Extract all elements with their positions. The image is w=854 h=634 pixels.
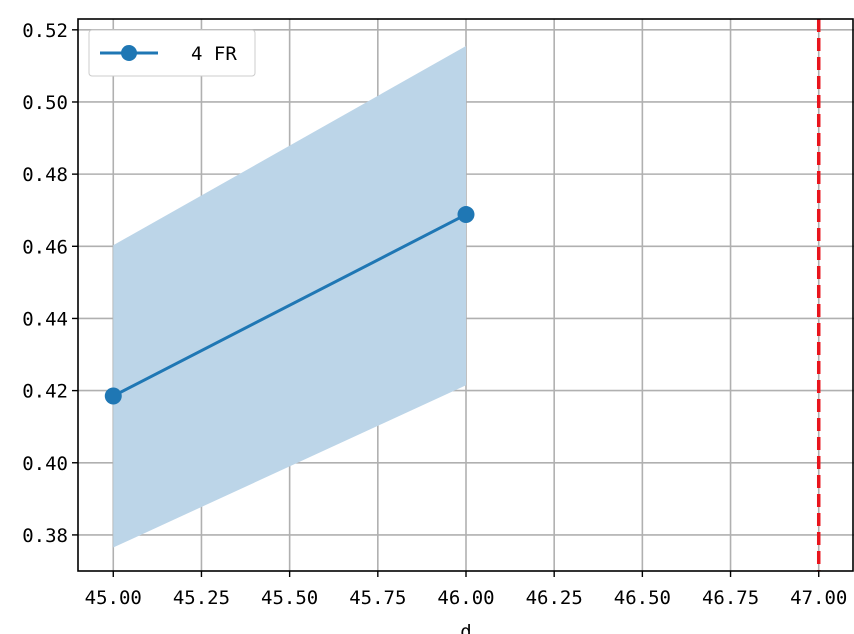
x-tick-label-6: 46.50 [614, 587, 671, 609]
legend-label: 4 FR [191, 43, 237, 65]
x-tick-label-0: 45.00 [85, 587, 142, 609]
data-point-0-1 [457, 206, 475, 224]
legend: 4 FR [88, 29, 256, 77]
x-tick-label-5: 46.25 [526, 587, 583, 609]
series-line-layer [104, 206, 475, 405]
x-axis-label: d [460, 621, 471, 634]
y-tick-label-2: 0.42 [22, 381, 68, 403]
y-tick-label-6: 0.50 [22, 92, 68, 114]
y-tick-label-5: 0.48 [22, 164, 68, 186]
x-tick-label-3: 45.75 [349, 587, 406, 609]
y-tick-label-1: 0.40 [22, 453, 68, 475]
x-tick-label-8: 47.00 [790, 587, 847, 609]
x-tick-label-1: 45.25 [173, 587, 230, 609]
x-tick-label-7: 46.75 [702, 587, 759, 609]
y-axis-ticks: 0.38 0.40 0.42 0.44 0.46 0.48 0.50 0.52 [22, 20, 78, 547]
x-axis-ticks: 45.00 45.25 45.50 45.75 46.00 46.25 46.50 46.75… [85, 571, 847, 609]
x-tick-label-2: 45.50 [261, 587, 318, 609]
legend-box [88, 29, 256, 77]
y-tick-label-4: 0.46 [22, 236, 68, 258]
confidence-band-layer [113, 46, 466, 548]
legend-marker-swatch [121, 45, 137, 61]
data-point-0-0 [104, 387, 122, 405]
y-tick-label-3: 0.44 [22, 308, 68, 330]
x-tick-label-4: 46.00 [437, 587, 494, 609]
y-tick-label-0: 0.38 [22, 525, 68, 547]
y-tick-label-7: 0.52 [22, 20, 68, 42]
series-line-0 [112, 213, 467, 398]
confidence-band-0 [113, 46, 466, 548]
